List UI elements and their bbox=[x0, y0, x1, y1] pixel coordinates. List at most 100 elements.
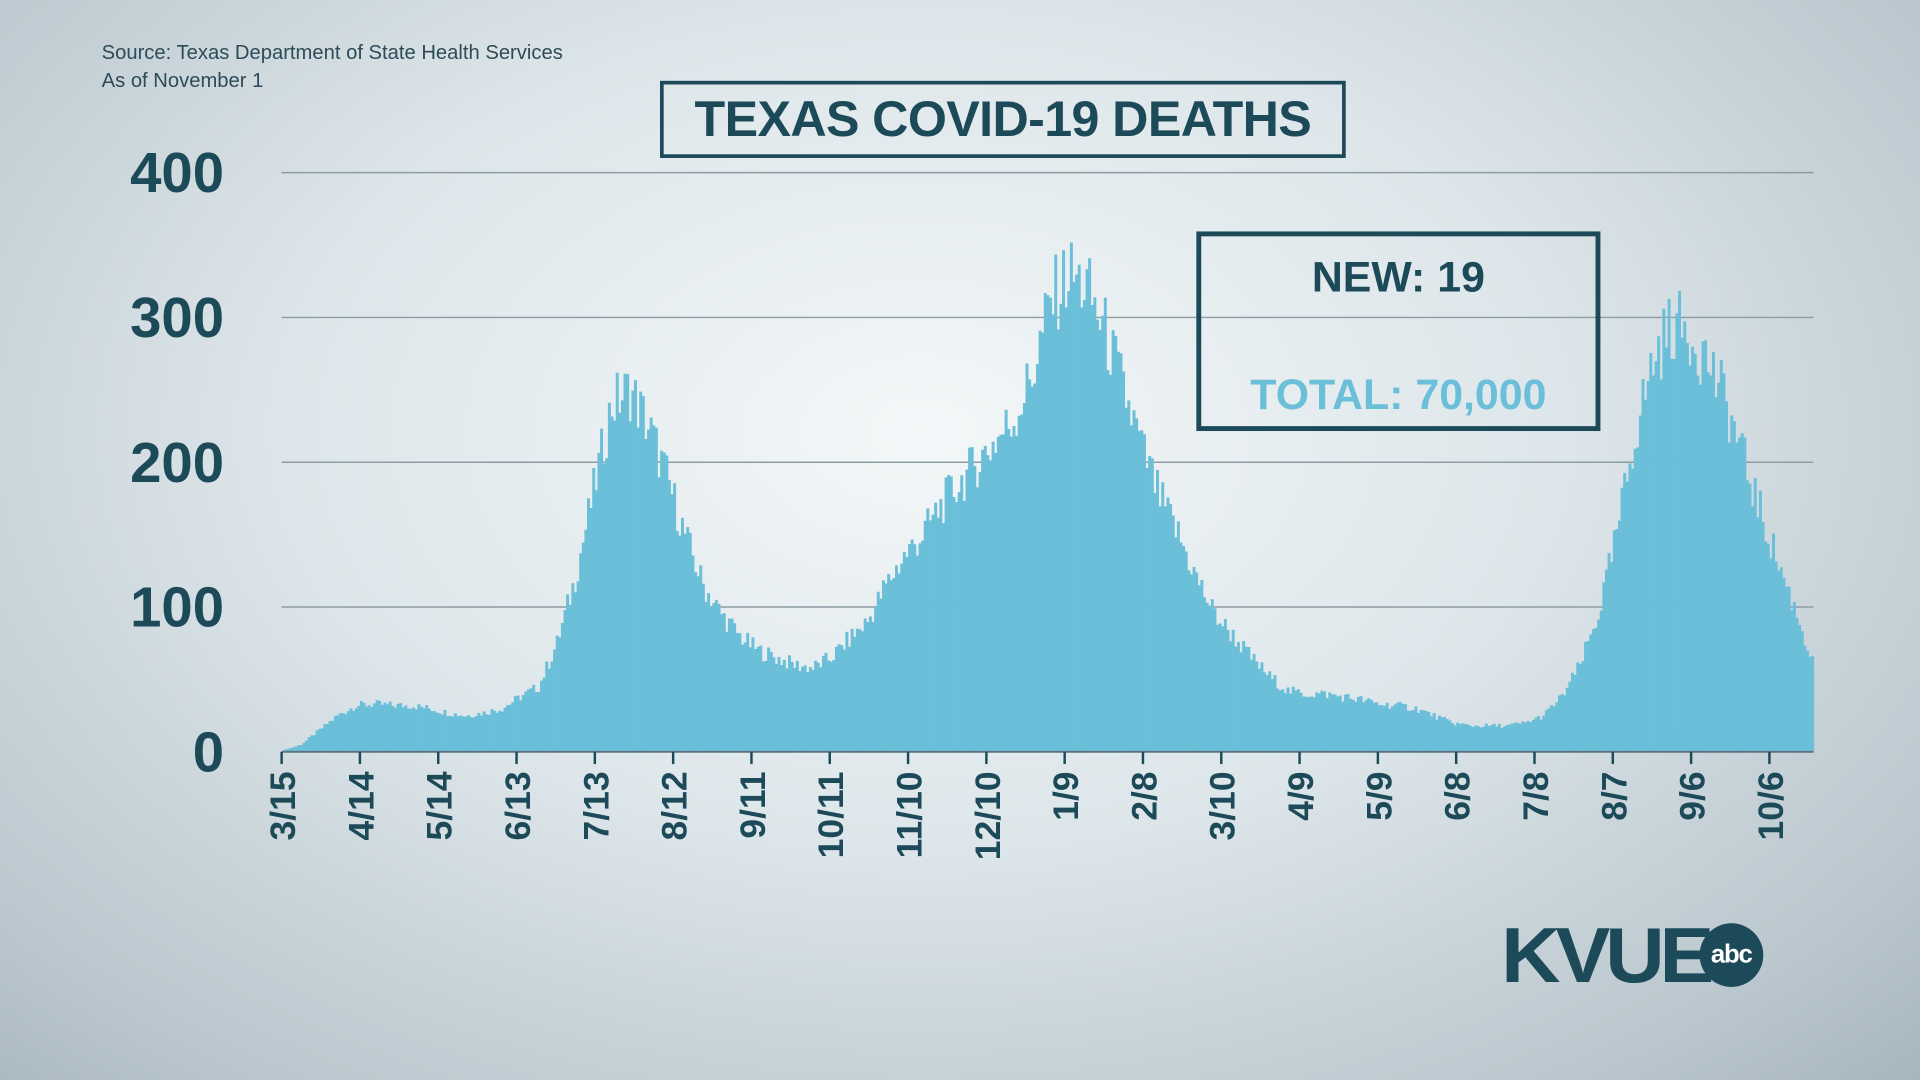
bar bbox=[1161, 482, 1165, 752]
bar bbox=[1223, 618, 1227, 752]
bar bbox=[821, 655, 825, 752]
bar bbox=[733, 623, 737, 752]
bar bbox=[500, 711, 504, 752]
bar bbox=[490, 709, 494, 752]
bar bbox=[741, 644, 744, 752]
bar bbox=[832, 660, 836, 752]
bar bbox=[1119, 353, 1123, 752]
bar bbox=[918, 543, 922, 752]
bar bbox=[1406, 710, 1410, 752]
bar bbox=[855, 628, 859, 752]
bar bbox=[521, 695, 525, 752]
bar bbox=[1521, 721, 1525, 752]
bar bbox=[406, 708, 410, 752]
bar bbox=[1738, 437, 1742, 752]
bar bbox=[863, 618, 867, 752]
bar bbox=[547, 668, 551, 752]
bar bbox=[814, 660, 818, 752]
bar bbox=[934, 502, 938, 752]
bar bbox=[323, 723, 327, 752]
bar bbox=[1631, 468, 1635, 752]
bar bbox=[1101, 315, 1105, 752]
bar bbox=[996, 436, 1000, 752]
bar bbox=[1310, 696, 1313, 752]
bar bbox=[610, 416, 614, 752]
bar bbox=[1317, 693, 1321, 752]
bar bbox=[396, 703, 400, 752]
bar bbox=[866, 622, 870, 752]
bar bbox=[305, 740, 309, 752]
bar bbox=[310, 735, 314, 752]
bar bbox=[691, 555, 695, 752]
bar bbox=[1471, 726, 1475, 752]
bar bbox=[1537, 715, 1541, 752]
bar bbox=[573, 592, 577, 752]
bar bbox=[1174, 537, 1178, 752]
bar bbox=[908, 544, 912, 752]
bar bbox=[1458, 723, 1462, 752]
bar bbox=[1466, 724, 1470, 752]
bar bbox=[680, 517, 684, 752]
bar bbox=[1505, 724, 1509, 752]
bar bbox=[1030, 386, 1034, 752]
bar bbox=[1343, 694, 1347, 752]
bar bbox=[1492, 723, 1496, 752]
bar bbox=[383, 702, 387, 752]
bar bbox=[1769, 558, 1773, 752]
bar bbox=[1803, 645, 1807, 752]
bar bbox=[1610, 562, 1614, 752]
bar bbox=[1743, 437, 1747, 752]
bar bbox=[897, 573, 901, 752]
bar bbox=[1150, 458, 1154, 752]
stats-box: NEW: 19 TOTAL: 70,000 bbox=[1196, 231, 1601, 432]
bar bbox=[506, 705, 510, 752]
bar bbox=[968, 447, 972, 752]
bar bbox=[686, 527, 690, 752]
bar bbox=[667, 480, 671, 752]
bar bbox=[1782, 577, 1786, 752]
bar bbox=[1307, 696, 1311, 752]
bar bbox=[1461, 723, 1465, 752]
bar bbox=[780, 665, 784, 752]
bar bbox=[1268, 671, 1272, 752]
bar bbox=[1054, 254, 1058, 752]
bar bbox=[931, 514, 935, 752]
x-tick-label: 4/14 bbox=[341, 771, 381, 840]
bar bbox=[955, 501, 959, 752]
x-tick-label: 10/6 bbox=[1751, 771, 1791, 840]
bar bbox=[1745, 480, 1749, 752]
bar bbox=[600, 428, 604, 752]
bar bbox=[1654, 361, 1658, 752]
bar bbox=[1171, 515, 1175, 752]
bar bbox=[1602, 582, 1606, 752]
bar bbox=[1662, 308, 1666, 752]
bar bbox=[1015, 435, 1019, 752]
bar bbox=[1516, 722, 1520, 752]
bar bbox=[1730, 415, 1734, 752]
bar bbox=[1573, 674, 1577, 752]
bar bbox=[372, 703, 376, 752]
bar bbox=[1779, 567, 1783, 752]
bar bbox=[1490, 725, 1494, 752]
bar bbox=[1111, 330, 1115, 752]
bar bbox=[1090, 305, 1094, 752]
bar bbox=[707, 593, 711, 752]
x-tick-label: 9/6 bbox=[1673, 771, 1713, 820]
bar bbox=[1072, 281, 1076, 752]
bar bbox=[1226, 629, 1230, 752]
bar bbox=[970, 447, 974, 752]
bar bbox=[286, 748, 290, 752]
bar bbox=[1651, 375, 1655, 752]
bar bbox=[498, 710, 502, 752]
bar bbox=[1552, 706, 1556, 752]
bar bbox=[1659, 379, 1663, 752]
bar bbox=[605, 458, 609, 752]
bar bbox=[1299, 692, 1303, 752]
bar bbox=[801, 666, 805, 752]
bar bbox=[1033, 383, 1037, 752]
bar bbox=[1035, 364, 1039, 752]
x-tick-label: 12/10 bbox=[968, 771, 1008, 860]
bar bbox=[892, 577, 896, 752]
bar bbox=[921, 540, 925, 752]
bar bbox=[284, 749, 288, 752]
